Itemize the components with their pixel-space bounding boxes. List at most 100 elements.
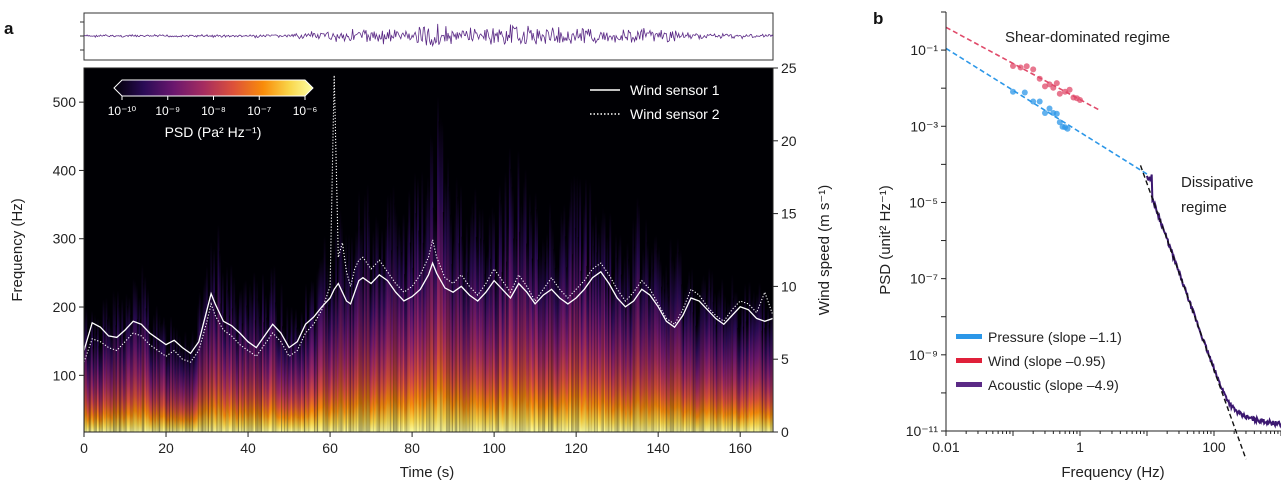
spectrogram-column (732, 298, 735, 432)
spectrogram-column (468, 239, 471, 432)
colorbar-bar (113, 79, 314, 97)
spectrogram-column (630, 289, 633, 432)
y-tick-label: 10⁻¹ (910, 42, 938, 58)
spectrogram-column (475, 236, 478, 432)
wind-legend: Wind sensor 1 Wind sensor 2 (590, 82, 720, 122)
spectrogram-column (111, 334, 114, 432)
spectrogram-column (589, 181, 592, 432)
spectrogram-column (94, 314, 96, 432)
wind-series-line (84, 75, 773, 363)
spectrogram-column (633, 246, 636, 432)
spectrogram-column (640, 272, 643, 432)
data-point (1030, 98, 1037, 105)
spectrogram-column (259, 316, 261, 432)
spectrogram-column (86, 347, 89, 432)
spectrogram-column (530, 211, 533, 432)
spectrogram-column (358, 190, 360, 432)
spectrogram-column (682, 317, 685, 432)
spectrogram-column (424, 232, 427, 432)
spectrogram-column (768, 325, 771, 432)
spectrogram-column (544, 262, 547, 432)
spectrogram-column (438, 121, 441, 432)
psd-legend: Pressure (slope –1.1) Wind (slope –0.95)… (956, 329, 1122, 393)
spectrogram-column (378, 275, 381, 432)
spectrogram-column (566, 267, 569, 432)
spectrogram-column (188, 356, 191, 432)
spectrogram-column (607, 287, 610, 432)
spectrogram-column (560, 211, 563, 432)
spectrogram-column (406, 220, 409, 432)
spectrogram-column (419, 239, 422, 432)
spectrogram-column (717, 291, 719, 432)
spectrogram-column (270, 267, 273, 432)
wind-series-line (84, 261, 773, 355)
spectrogram-column (180, 348, 183, 432)
spectrogram-column (85, 307, 88, 432)
spectrogram-column (343, 288, 346, 432)
spectrogram-column (439, 116, 442, 432)
spectrogram-column (315, 312, 317, 432)
spectrogram-column (208, 287, 211, 432)
spectrogram-column (741, 298, 744, 432)
spectrogram-column (152, 314, 155, 432)
spectrogram-column (671, 257, 673, 432)
colorbar: 10⁻¹⁰ 10⁻⁹ 10⁻⁸ 10⁻⁷ 10⁻⁶ PSD (Pa² Hz⁻¹) (108, 79, 317, 140)
spectrogram-column (747, 322, 749, 432)
spectrogram-column (629, 298, 632, 432)
spectrogram-column (319, 258, 322, 432)
spectrogram-column (228, 315, 231, 432)
spectrogram-column (356, 230, 359, 432)
spectrogram-column (353, 252, 356, 432)
spectrogram-column (616, 257, 619, 432)
spectrogram-column (109, 324, 112, 432)
data-point (1042, 110, 1048, 116)
data-point (1017, 64, 1024, 71)
spectrogram-column (240, 288, 243, 432)
spectrogram-column (546, 233, 549, 432)
spectrogram-column (429, 133, 432, 432)
spectrogram-column (190, 340, 193, 432)
spectrogram-column (679, 249, 682, 432)
spectrogram-column (450, 214, 452, 432)
spectrogram-column (514, 219, 517, 432)
spectrogram-column (684, 289, 686, 432)
spectrogram-column (646, 242, 649, 432)
data-point (1053, 110, 1060, 117)
spectrogram-column (477, 249, 480, 432)
spectrogram-column (527, 243, 530, 432)
spectrogram-column (425, 191, 428, 432)
spectrogram-column (184, 331, 187, 432)
data-point (1077, 97, 1083, 103)
spectrogram-column (501, 272, 504, 432)
spectrogram-column (428, 184, 431, 432)
spectrogram-column (722, 320, 725, 432)
spectrogram-column (269, 290, 272, 432)
fit-line (1139, 165, 1247, 460)
spectrogram-column (755, 293, 758, 432)
y-tick-label: 400 (53, 162, 77, 178)
spectrogram-column (652, 269, 655, 432)
spectrogram-column (206, 265, 208, 432)
spectrogram-column (582, 245, 584, 432)
spectrogram-column (369, 284, 372, 432)
spectrogram-column (658, 246, 661, 432)
spectrogram-column (187, 343, 190, 432)
spectrogram-column (441, 121, 444, 432)
spectrogram-column (457, 196, 460, 432)
spectrogram-column (758, 282, 761, 432)
spectrogram-column (323, 235, 326, 432)
spectrogram-column (227, 290, 230, 432)
spectrogram-column (273, 264, 276, 432)
spectrogram-column (521, 209, 524, 432)
spectrogram-column (134, 280, 137, 432)
spectrogram-column (322, 255, 325, 432)
legend-swatch-acoustic (956, 382, 982, 387)
spectrogram-column (88, 339, 91, 432)
spectrogram-column (224, 317, 227, 432)
spectrogram-column (183, 355, 185, 432)
spectrogram-column (375, 215, 378, 432)
spectrogram-column (226, 266, 228, 432)
spectrogram-column (307, 315, 310, 432)
spectrogram-column (263, 322, 266, 432)
